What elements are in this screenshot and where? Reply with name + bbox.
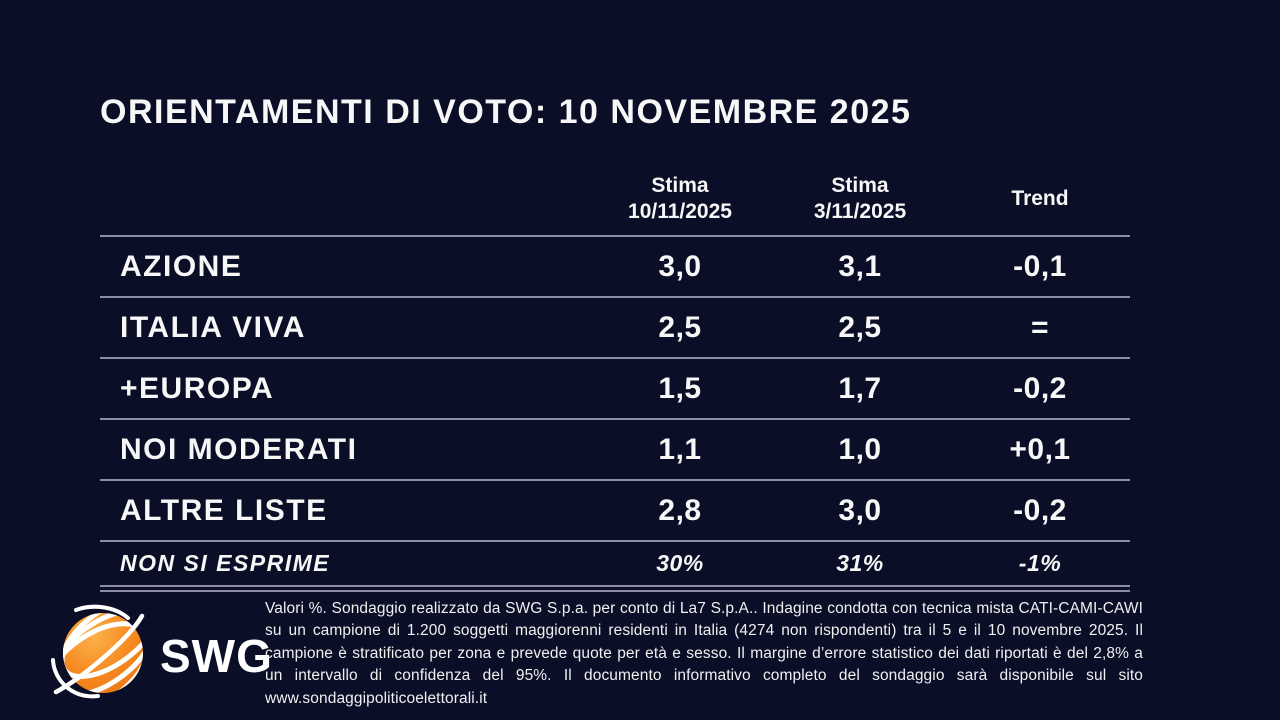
trend-value: = xyxy=(1030,310,1050,344)
trend-value: -0,2 xyxy=(1013,371,1067,405)
stima-current-value: 3,0 xyxy=(658,249,702,283)
stima-previous-value: 31% xyxy=(836,550,884,576)
stima-current-value: 1,5 xyxy=(658,371,702,405)
stima-previous-value: 1,0 xyxy=(838,432,882,466)
table-row: NOI MODERATI 1,1 1,0 +0,1 xyxy=(100,420,1130,481)
party-name: ALTRE LISTE xyxy=(120,493,328,527)
trend-value: -0,2 xyxy=(1013,493,1067,527)
table-row: AZIONE 3,0 3,1 -0,1 xyxy=(100,237,1130,298)
trend-value: -0,1 xyxy=(1013,249,1067,283)
table-row: ALTRE LISTE 2,8 3,0 -0,2 xyxy=(100,481,1130,542)
header-stima-previous-line1: Stima xyxy=(831,174,889,197)
stima-current-value: 2,8 xyxy=(658,493,702,527)
party-name: NON SI ESPRIME xyxy=(120,550,331,576)
header-stima-current-line2: 10/11/2025 xyxy=(628,200,732,223)
poll-table: Stima 10/11/2025 Stima 3/11/2025 Trend A… xyxy=(100,163,1130,592)
stima-previous-value: 3,0 xyxy=(838,493,882,527)
disclaimer-text: Valori %. Sondaggio realizzato da SWG S.… xyxy=(265,600,1143,707)
stima-previous-value: 1,7 xyxy=(838,371,882,405)
party-name: NOI MODERATI xyxy=(120,432,358,466)
stima-current-value: 30% xyxy=(656,550,704,576)
table-row: +EUROPA 1,5 1,7 -0,2 xyxy=(100,359,1130,420)
table-row-non-si-esprime: NON SI ESPRIME 30% 31% -1% xyxy=(100,542,1130,592)
swg-brand-name: SWG xyxy=(160,629,273,682)
footer: SWG Valori %. Sondaggio realizzato da SW… xyxy=(48,598,1238,710)
header-stima-previous: Stima 3/11/2025 xyxy=(770,173,950,225)
table-header-row: Stima 10/11/2025 Stima 3/11/2025 Trend xyxy=(100,163,1130,237)
header-stima-current: Stima 10/11/2025 xyxy=(590,173,770,225)
header-stima-current-line1: Stima xyxy=(651,174,709,197)
header-trend: Trend xyxy=(1011,187,1069,210)
header-stima-previous-line2: 3/11/2025 xyxy=(813,200,907,223)
stima-current-value: 2,5 xyxy=(658,310,702,344)
table-row: ITALIA VIVA 2,5 2,5 = xyxy=(100,298,1130,359)
swg-logo: SWG xyxy=(48,602,272,709)
stima-current-value: 1,1 xyxy=(658,432,702,466)
party-name: AZIONE xyxy=(120,249,243,283)
globe-swirl-icon xyxy=(48,602,156,709)
trend-value: -1% xyxy=(1018,550,1062,576)
trend-value: +0,1 xyxy=(1009,432,1071,466)
party-name: ITALIA VIVA xyxy=(120,310,306,344)
stima-previous-value: 3,1 xyxy=(838,249,882,283)
party-name: +EUROPA xyxy=(120,371,275,405)
page-title: ORIENTAMENTI DI VOTO: 10 NOVEMBRE 2025 xyxy=(100,93,912,131)
stima-previous-value: 2,5 xyxy=(838,310,882,344)
